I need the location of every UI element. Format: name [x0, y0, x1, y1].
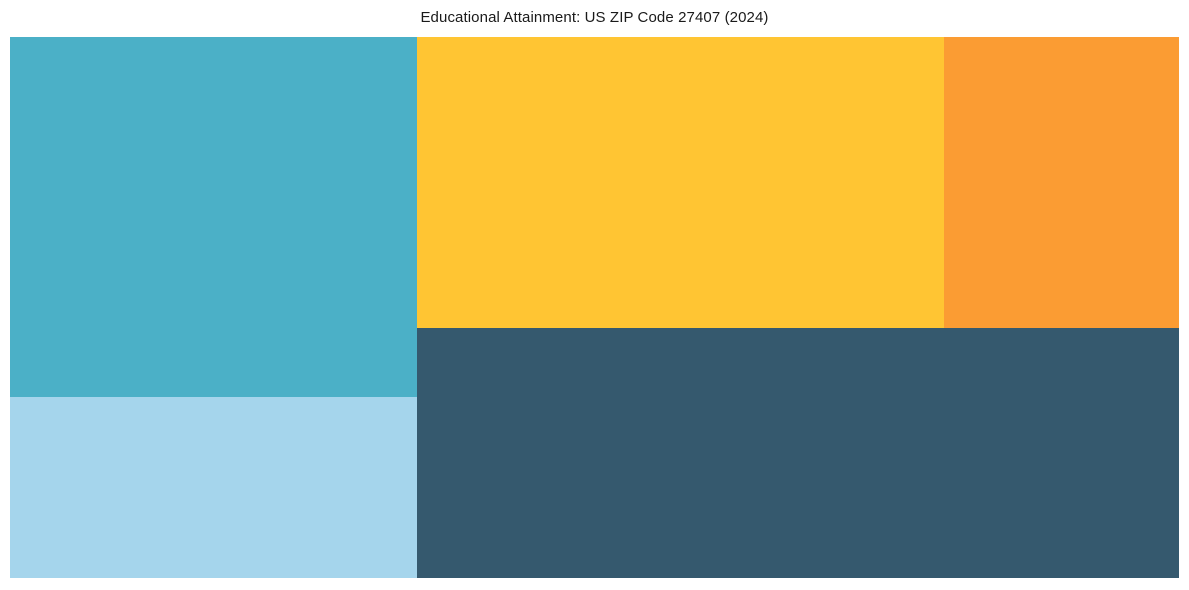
treemap-tile-yellow[interactable]	[417, 37, 944, 328]
chart-title: Educational Attainment: US ZIP Code 2740…	[420, 9, 769, 26]
treemap-tile-teal[interactable]	[10, 37, 417, 397]
treemap-tile-orange[interactable]	[944, 37, 1179, 328]
treemap-tile-dark-slate[interactable]	[417, 328, 1179, 578]
treemap-tile-light-blue[interactable]	[10, 397, 417, 578]
treemap-plot-area	[10, 37, 1179, 578]
